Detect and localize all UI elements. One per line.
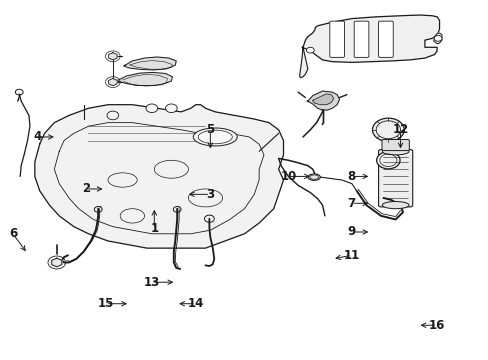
Polygon shape	[433, 33, 441, 44]
Polygon shape	[52, 258, 61, 267]
Text: 4: 4	[33, 130, 41, 144]
Text: 1: 1	[150, 222, 158, 235]
Circle shape	[204, 215, 214, 222]
Polygon shape	[108, 78, 117, 86]
Ellipse shape	[382, 148, 408, 155]
Polygon shape	[302, 15, 439, 62]
FancyBboxPatch shape	[353, 21, 368, 57]
Text: 7: 7	[347, 197, 355, 210]
Text: 10: 10	[280, 170, 296, 183]
Circle shape	[433, 36, 441, 41]
Text: 5: 5	[206, 123, 214, 136]
Circle shape	[15, 89, 23, 95]
Ellipse shape	[193, 128, 237, 146]
FancyBboxPatch shape	[378, 149, 412, 207]
Text: 16: 16	[428, 319, 445, 332]
Polygon shape	[35, 105, 283, 248]
Text: 3: 3	[206, 188, 214, 201]
Text: 13: 13	[143, 276, 160, 289]
FancyBboxPatch shape	[329, 21, 344, 57]
Text: 14: 14	[187, 297, 203, 310]
FancyBboxPatch shape	[381, 139, 408, 150]
Text: 8: 8	[347, 170, 355, 183]
Circle shape	[146, 104, 158, 113]
Text: 12: 12	[391, 123, 408, 136]
Text: 6: 6	[9, 227, 17, 240]
FancyBboxPatch shape	[378, 21, 392, 57]
Text: 11: 11	[343, 249, 359, 262]
Circle shape	[107, 111, 119, 120]
Text: 15: 15	[97, 297, 114, 310]
Circle shape	[165, 104, 177, 113]
Circle shape	[306, 47, 314, 53]
Polygon shape	[118, 72, 172, 86]
Text: 2: 2	[82, 183, 90, 195]
Ellipse shape	[307, 174, 320, 180]
Ellipse shape	[382, 202, 408, 209]
Polygon shape	[299, 47, 307, 78]
Polygon shape	[123, 57, 176, 70]
Circle shape	[94, 207, 102, 212]
Polygon shape	[312, 94, 333, 105]
Circle shape	[173, 207, 181, 212]
Ellipse shape	[372, 118, 404, 141]
Polygon shape	[306, 91, 339, 110]
Text: 9: 9	[347, 225, 355, 238]
Ellipse shape	[376, 152, 399, 169]
Polygon shape	[108, 53, 117, 60]
